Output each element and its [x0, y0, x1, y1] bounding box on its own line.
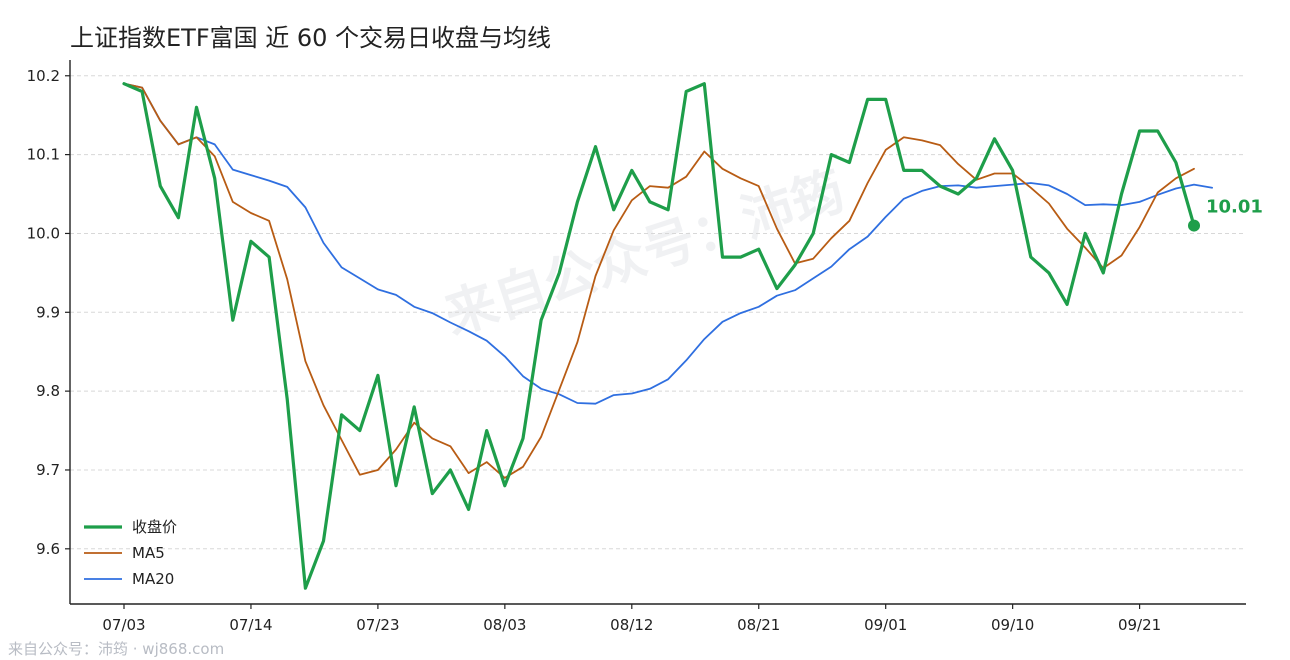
x-tick-label: 07/14: [229, 616, 272, 634]
x-tick-label: 09/21: [1118, 616, 1161, 634]
x-tick-label: 09/10: [991, 616, 1034, 634]
legend: 收盘价 MA5 MA20: [84, 518, 177, 588]
y-tick-label: 10.0: [27, 224, 60, 242]
series-line-close: [122, 82, 1196, 590]
x-tick-label: 07/23: [356, 616, 399, 634]
chart-title: 上证指数ETF富国 近 60 个交易日收盘与均线: [70, 24, 552, 52]
grid-layer: [70, 75, 1246, 550]
footer-text: 来自公众号：沛筠 · wj868.com: [8, 640, 225, 658]
y-tick-label: 9.9: [36, 303, 60, 321]
legend-label: 收盘价: [132, 518, 177, 536]
x-tick-label: 07/03: [102, 616, 145, 634]
y-tick-label: 10.2: [27, 67, 60, 85]
y-tick-label: 10.1: [27, 146, 60, 164]
last-close-point: [1188, 219, 1200, 232]
x-tick-label: 09/01: [864, 616, 907, 634]
series-layer: 10.01: [122, 82, 1263, 590]
series-line-ma5: [123, 82, 1195, 479]
y-tick-label: 9.7: [36, 461, 60, 479]
legend-label: MA5: [132, 544, 165, 562]
series-line-ma20: [123, 82, 1213, 405]
last-close-label: 10.01: [1206, 197, 1263, 218]
y-tick-label: 9.6: [36, 540, 60, 558]
x-tick-label: 08/03: [483, 616, 526, 634]
x-tick-label: 08/12: [610, 616, 653, 634]
y-tick-label: 9.8: [36, 382, 60, 400]
legend-label: MA20: [132, 570, 174, 588]
x-tick-label: 08/21: [737, 616, 780, 634]
axes-layer: 9.6 9.7 9.8 9.9 10.0 10.1 10.2 07/03 07/14 07/23 0…: [27, 60, 1246, 634]
